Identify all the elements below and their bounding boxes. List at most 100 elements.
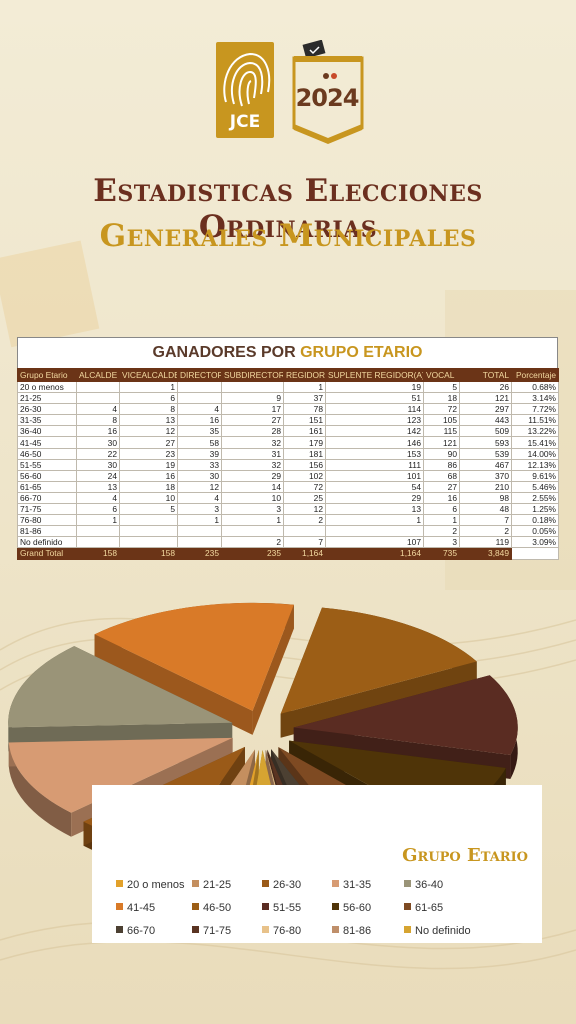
col-header: REGIDOR: [283, 368, 326, 382]
value-cell: 107: [325, 536, 424, 549]
value-cell: 156: [283, 458, 326, 471]
legend-label: 76-80: [273, 925, 302, 937]
row-label-cell: 71-75: [17, 503, 77, 516]
table-title: GANADORES POR GRUPO ETARIO: [17, 337, 558, 368]
value-cell: 26: [459, 380, 512, 394]
legend-item: 26-30: [262, 879, 301, 891]
value-cell: 16: [177, 414, 222, 427]
value-cell: 58: [177, 436, 222, 449]
value-cell: 1.25%: [511, 503, 559, 516]
value-cell: 1: [76, 514, 120, 527]
value-cell: 98: [459, 491, 512, 505]
value-cell: 4: [177, 491, 222, 505]
value-cell: 3: [177, 503, 222, 516]
ballot-box-icon: [292, 40, 364, 144]
value-cell: 5: [119, 503, 178, 516]
value-cell: 151: [283, 414, 326, 427]
value-cell: 19: [119, 458, 178, 471]
value-cell: 1: [325, 514, 424, 527]
legend-label: 20 o menos: [127, 879, 185, 891]
value-cell: 32: [221, 458, 284, 471]
legend-swatch: [192, 880, 199, 887]
row-label-cell: No definido: [17, 536, 77, 549]
table-row: 31-35 8 13 16 27 151 123 105 443 11.51%: [17, 414, 559, 427]
row-label-cell: 61-65: [17, 480, 77, 493]
col-header: VOCAL: [423, 368, 460, 382]
col-header: DIRECTOR: [177, 368, 222, 382]
table-row: 56-60 24 16 30 29 102 101 68 370 9.61%: [17, 469, 559, 482]
value-cell: [76, 525, 120, 538]
value-cell: 123: [325, 414, 424, 427]
value-cell: 3.14%: [511, 392, 559, 405]
value-cell: 68: [423, 469, 460, 482]
legend-label: No definido: [415, 925, 471, 937]
value-cell: 72: [423, 403, 460, 416]
value-cell: 158: [76, 547, 120, 560]
winners-table: GANADORES POR GRUPO ETARIO Grupo Etario …: [17, 337, 559, 560]
legend-label: 41-45: [127, 902, 156, 914]
value-cell: 235: [177, 547, 222, 560]
value-cell: 14.00%: [511, 447, 559, 460]
value-cell: 35: [177, 425, 222, 438]
value-cell: 37: [283, 392, 326, 405]
value-cell: 593: [459, 436, 512, 449]
value-cell: 18: [119, 480, 178, 493]
legend-title: Grupo Etario: [402, 845, 528, 866]
value-cell: 9.61%: [511, 469, 559, 482]
legend-swatch: [404, 903, 411, 910]
value-cell: 0.05%: [511, 525, 559, 538]
data-table: Grupo Etario ALCALDE VICEALCALDE DIRECTO…: [17, 368, 559, 560]
value-cell: 39: [177, 447, 222, 460]
col-header: ALCALDE: [76, 368, 120, 382]
value-cell: 3: [221, 503, 284, 516]
legend-swatch: [116, 903, 123, 910]
value-cell: 121: [423, 436, 460, 449]
value-cell: [119, 514, 178, 527]
value-cell: 7: [283, 536, 326, 549]
value-cell: [221, 380, 284, 394]
value-cell: 54: [325, 480, 424, 493]
legend-label: 66-70: [127, 925, 156, 937]
legend-label: 21-25: [203, 879, 232, 891]
row-label-cell: 36-40: [17, 425, 77, 438]
legend-item: 41-45: [116, 902, 155, 914]
value-cell: 297: [459, 403, 512, 416]
value-cell: 2: [283, 514, 326, 527]
value-cell: 16: [119, 469, 178, 482]
value-cell: 48: [459, 503, 512, 516]
table-row: 36-40 16 12 35 28 161 142 115 509 13.22%: [17, 425, 559, 438]
value-cell: 1: [221, 514, 284, 527]
value-cell: 16: [76, 425, 120, 438]
table-row: 76-80 1 1 1 2 1 1 7 0.18%: [17, 514, 559, 527]
value-cell: 78: [283, 403, 326, 416]
col-header: TOTAL: [459, 368, 512, 382]
value-cell: 13: [119, 414, 178, 427]
col-header: VICEALCALDE: [119, 368, 178, 382]
value-cell: 30: [76, 458, 120, 471]
value-cell: 27: [423, 480, 460, 493]
legend-item: 71-75: [192, 925, 231, 937]
value-cell: [177, 380, 222, 394]
value-cell: [76, 392, 120, 405]
value-cell: 3,849: [459, 547, 512, 560]
value-cell: 153: [325, 447, 424, 460]
table-row: 71-75 6 5 3 3 12 13 6 48 1.25%: [17, 503, 559, 516]
value-cell: 30: [177, 469, 222, 482]
row-label-cell: 81-86: [17, 525, 77, 538]
legend-swatch: [116, 926, 123, 933]
value-cell: 28: [221, 425, 284, 438]
table-row: 26-30 4 8 4 17 78 114 72 297 7.72%: [17, 403, 559, 416]
value-cell: 4: [76, 403, 120, 416]
value-cell: [177, 536, 222, 549]
logo-area: JCE 2024: [0, 40, 576, 150]
value-cell: [177, 392, 222, 405]
value-cell: 7.72%: [511, 403, 559, 416]
col-header: SUPLENTE REGIDOR(A): [325, 368, 424, 382]
value-cell: 13.22%: [511, 425, 559, 438]
value-cell: 2: [221, 536, 284, 549]
value-cell: 179: [283, 436, 326, 449]
value-cell: 467: [459, 458, 512, 471]
value-cell: [76, 536, 120, 549]
col-header: Porcentaje: [511, 368, 559, 382]
legend-swatch: [262, 880, 269, 887]
